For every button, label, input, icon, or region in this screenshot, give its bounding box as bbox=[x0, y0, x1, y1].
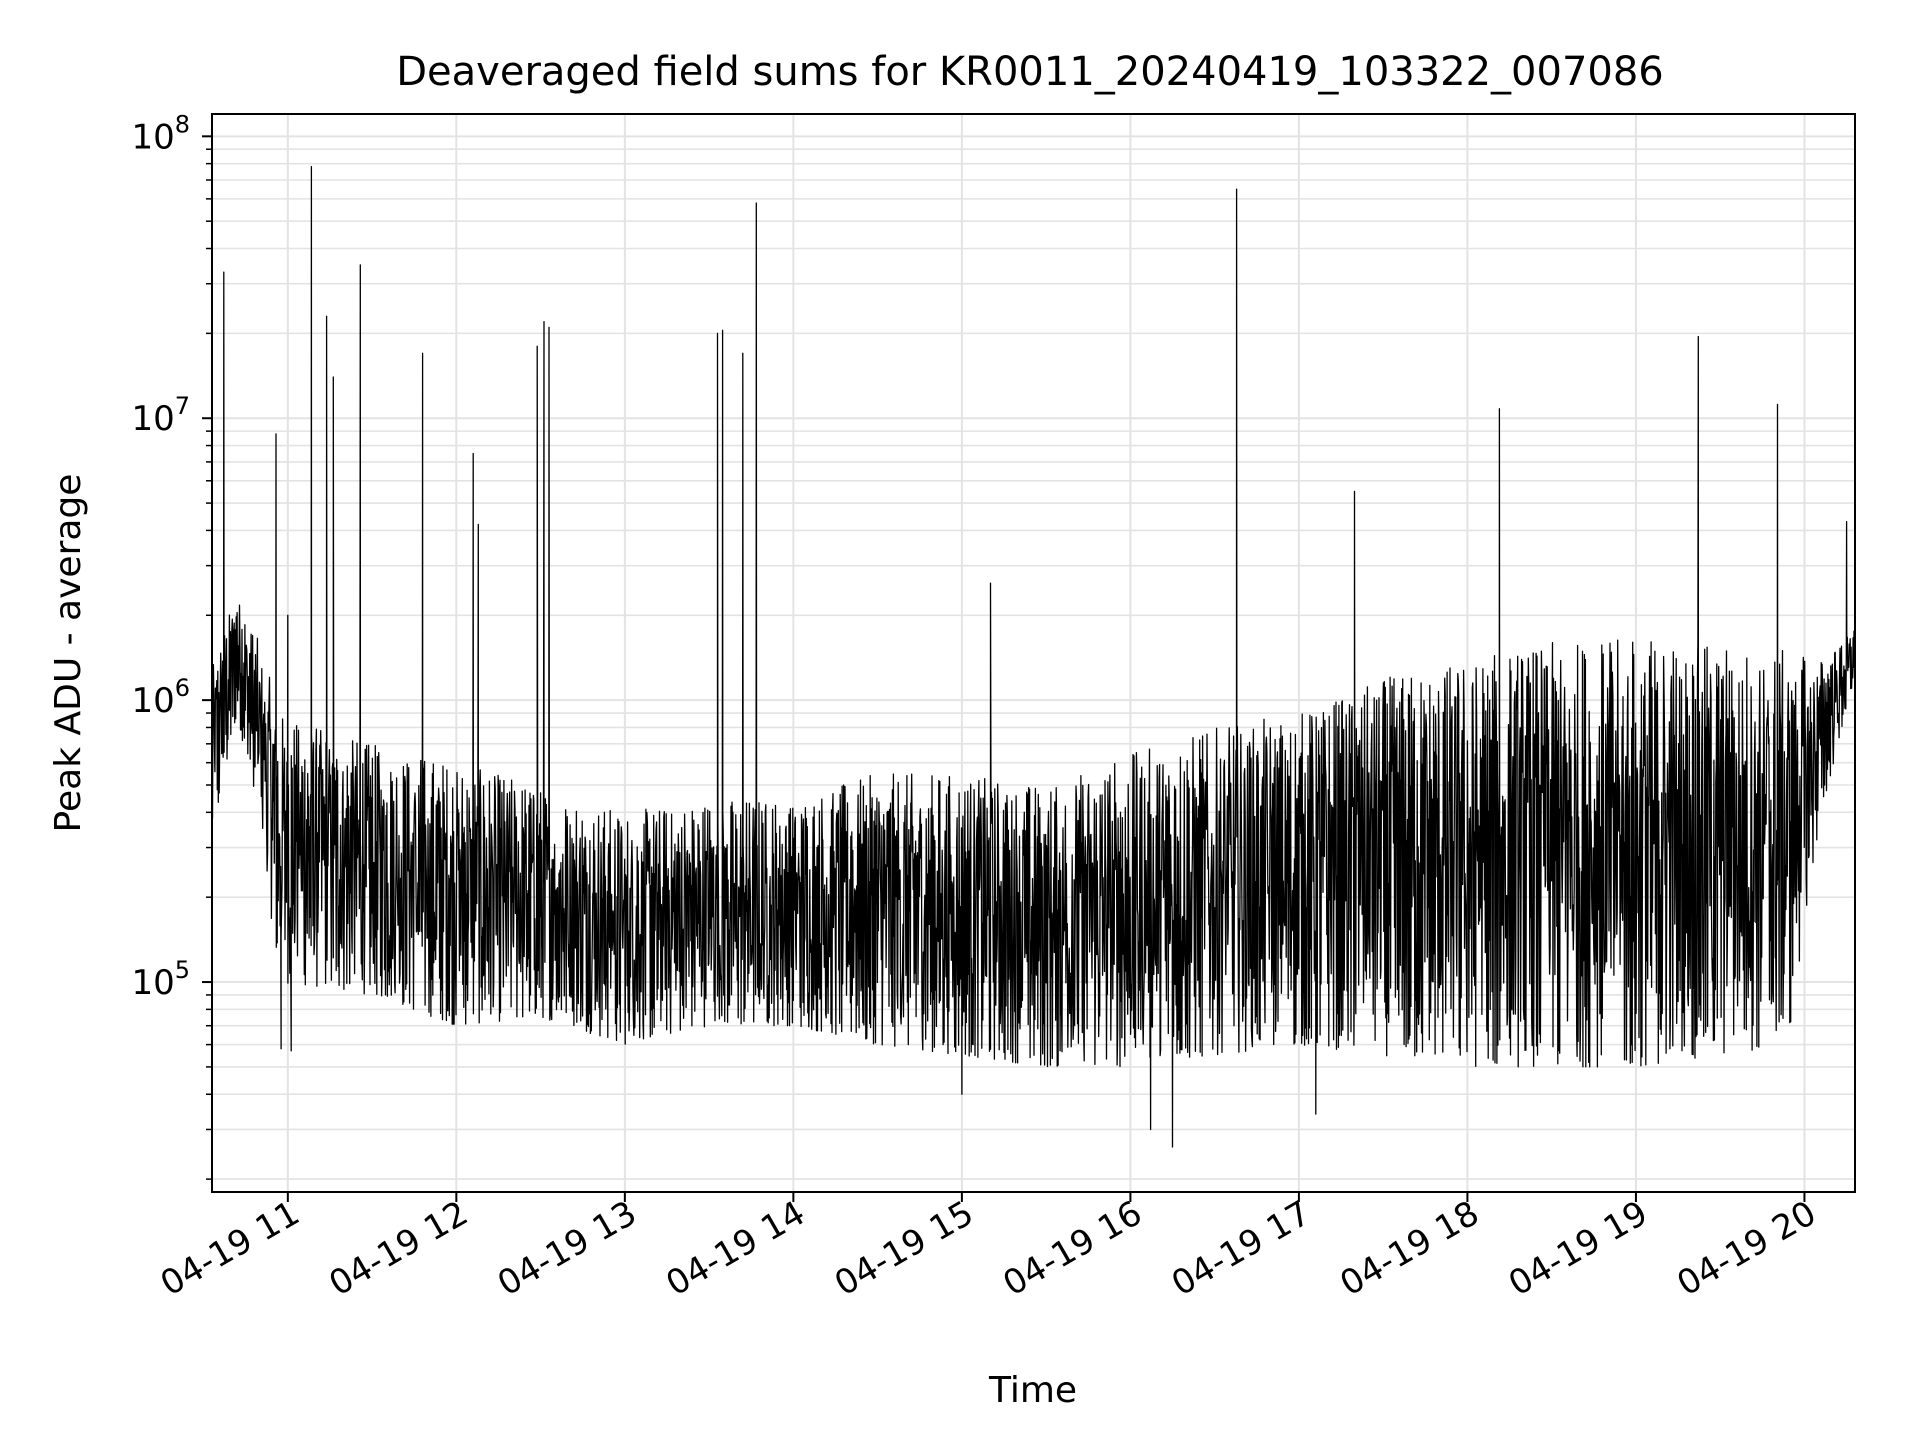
y-axis-ticks: 105 106 107 108 bbox=[131, 110, 212, 1180]
series-line bbox=[212, 166, 1855, 1148]
y-tick-label: 107 bbox=[131, 392, 190, 439]
y-axis-label: Peak ADU - average bbox=[48, 474, 89, 833]
y-tick-label: 105 bbox=[131, 956, 190, 1003]
y-tick-label: 106 bbox=[131, 674, 190, 721]
x-axis-label: Time bbox=[988, 1370, 1077, 1411]
data-series bbox=[212, 166, 1855, 1148]
y-tick-label: 108 bbox=[131, 110, 190, 157]
plot-area-frame bbox=[211, 113, 1856, 1193]
chart-title: Deaveraged field sums for KR0011_2024041… bbox=[396, 49, 1664, 95]
